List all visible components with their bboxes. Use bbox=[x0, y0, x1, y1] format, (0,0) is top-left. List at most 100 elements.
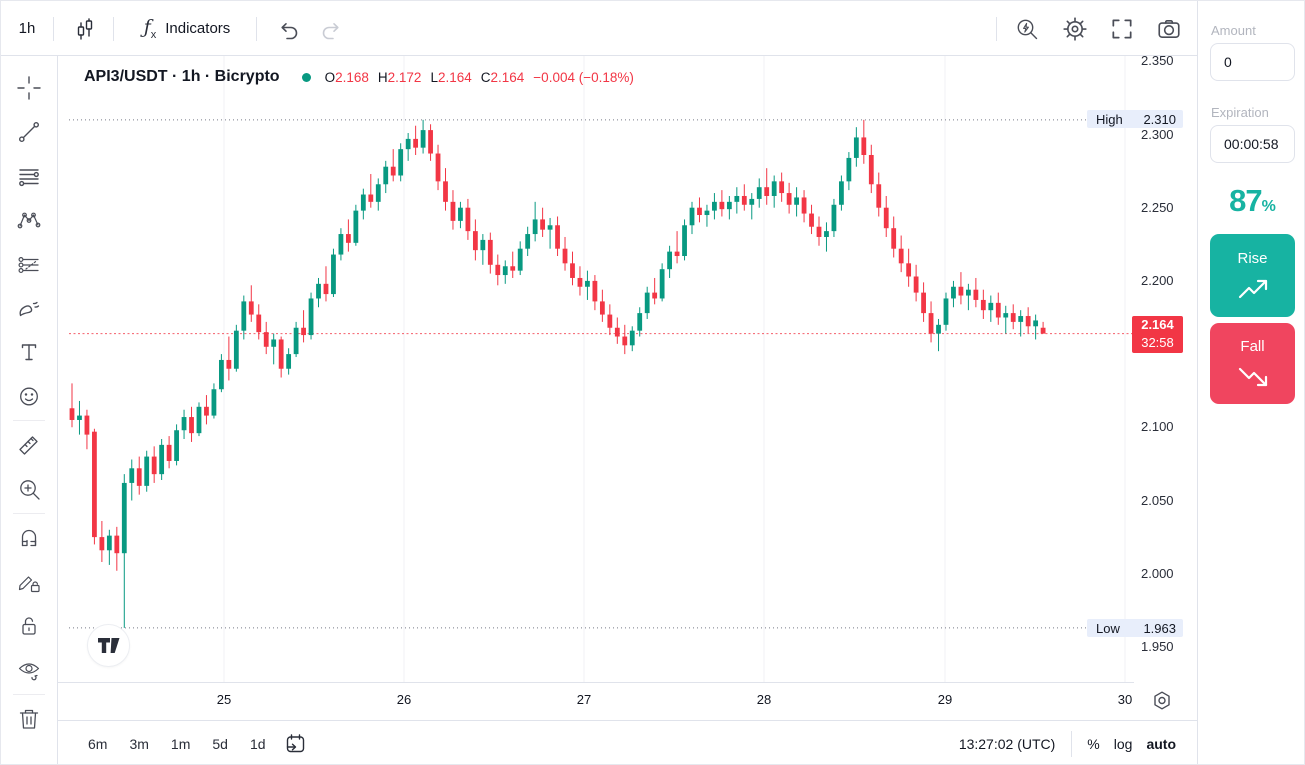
expiration-label: Expiration bbox=[1211, 105, 1269, 120]
horizontal-lines-icon bbox=[19, 169, 39, 187]
emoji-icon bbox=[20, 387, 38, 406]
candlestick-chart[interactable] bbox=[58, 56, 1134, 682]
redo-button[interactable] bbox=[315, 1, 351, 56]
lock-drawings-button[interactable] bbox=[10, 604, 48, 648]
payout-value: 87 bbox=[1229, 183, 1262, 218]
fib-retracement-tool-button[interactable] bbox=[10, 154, 48, 198]
eye-icon bbox=[18, 663, 40, 681]
range-buttons: 6m 3m 1m 5d 1d bbox=[58, 731, 274, 757]
price-tick: 2.200 bbox=[1141, 272, 1174, 288]
symbol-title[interactable]: API3/USDT · 1h · Bicrypto bbox=[84, 68, 280, 85]
emoji-tool-button[interactable] bbox=[10, 374, 48, 418]
payout-percent: 87% bbox=[1229, 183, 1276, 218]
order-panel: Amount Expiration 87% Rise Fall bbox=[1197, 1, 1304, 764]
magnet-mode-button[interactable] bbox=[10, 516, 48, 560]
clock-button[interactable]: 13:27:02 (UTC) bbox=[951, 732, 1063, 756]
range-button-1m[interactable]: 1m bbox=[163, 731, 198, 757]
text-tool-button[interactable] bbox=[10, 330, 48, 374]
price-tick: 2.100 bbox=[1141, 419, 1174, 435]
calendar-arrow-icon bbox=[286, 734, 304, 753]
time-tick: 28 bbox=[756, 692, 772, 707]
interval-label: 1h bbox=[18, 20, 36, 37]
rise-button[interactable]: Rise bbox=[1210, 234, 1295, 317]
measure-tool-button[interactable] bbox=[10, 423, 48, 467]
gear-icon bbox=[1063, 16, 1087, 41]
market-status-dot bbox=[301, 72, 311, 82]
screenshot-button[interactable] bbox=[1151, 1, 1187, 56]
amount-input[interactable] bbox=[1210, 43, 1295, 81]
price-tick: 2.000 bbox=[1141, 565, 1174, 581]
price-tick: 1.950 bbox=[1141, 638, 1174, 654]
high-price-chip: High 2.310 bbox=[1087, 110, 1183, 128]
time-tick: 30 bbox=[1117, 692, 1133, 707]
percent-scale-button[interactable]: % bbox=[1080, 732, 1106, 756]
price-tick: 2.300 bbox=[1141, 126, 1174, 142]
crosshair-tool-button[interactable] bbox=[10, 66, 48, 110]
interval-button[interactable]: 1h bbox=[9, 1, 45, 56]
bar-countdown: 32:58 bbox=[1141, 334, 1174, 350]
time-tick: 26 bbox=[396, 692, 412, 707]
toolbar-divider bbox=[13, 420, 45, 421]
bottom-toolbar-right: 13:27:02 (UTC) % log auto bbox=[951, 730, 1197, 757]
chart-region: API3/USDT · 1h · Bicrypto O2.168 H2.172 … bbox=[58, 53, 1197, 764]
undo-icon bbox=[281, 22, 298, 39]
fx-icon: ƒx bbox=[143, 16, 157, 41]
toolbar-divider bbox=[256, 17, 257, 41]
redo-icon bbox=[322, 22, 339, 39]
projection-tool-button[interactable] bbox=[10, 242, 48, 286]
remove-drawings-button[interactable] bbox=[10, 697, 48, 741]
indicators-button[interactable]: ƒx Indicators bbox=[127, 1, 247, 56]
lock-icon bbox=[22, 617, 36, 635]
trend-line-tool-button[interactable] bbox=[10, 110, 48, 154]
quick-search-button[interactable] bbox=[1009, 1, 1045, 56]
chart-legend: API3/USDT · 1h · Bicrypto O2.168 H2.172 … bbox=[84, 68, 634, 86]
xabcd-pattern-tool-button[interactable] bbox=[10, 198, 48, 242]
range-button-6m[interactable]: 6m bbox=[80, 731, 115, 757]
rise-label: Rise bbox=[1237, 249, 1268, 267]
hide-drawings-button[interactable] bbox=[10, 648, 48, 692]
time-axis[interactable]: 25 26 27 28 29 30 bbox=[58, 682, 1134, 720]
goto-date-button[interactable] bbox=[280, 730, 311, 757]
crosshair-icon bbox=[17, 76, 41, 100]
drawing-mode-lock-button[interactable] bbox=[10, 560, 48, 604]
range-button-1d[interactable]: 1d bbox=[242, 731, 274, 757]
fullscreen-button[interactable] bbox=[1104, 1, 1140, 56]
log-scale-button[interactable]: log bbox=[1107, 732, 1140, 756]
low-price-chip: Low 1.963 bbox=[1087, 619, 1183, 637]
low-value: 2.164 bbox=[437, 69, 472, 85]
toolbar-divider bbox=[13, 694, 45, 695]
tradingview-logo[interactable] bbox=[87, 624, 130, 667]
range-button-3m[interactable]: 3m bbox=[121, 731, 156, 757]
toolbar-divider bbox=[53, 17, 54, 41]
trending-up-icon bbox=[1238, 279, 1267, 298]
range-button-5d[interactable]: 5d bbox=[204, 731, 236, 757]
settings-button[interactable] bbox=[1057, 1, 1093, 56]
ohlc-values: O2.168 H2.172 L2.164 C2.164 −0.004 (−0.1… bbox=[324, 69, 634, 85]
amount-label: Amount bbox=[1211, 23, 1256, 38]
chart-style-button[interactable] bbox=[65, 1, 105, 56]
search-lightning-icon bbox=[1017, 19, 1038, 39]
toolbar-divider bbox=[996, 17, 997, 41]
fullscreen-icon bbox=[1112, 18, 1132, 39]
close-value: 2.164 bbox=[490, 69, 525, 85]
undo-button[interactable] bbox=[269, 1, 305, 56]
price-tick: 2.350 bbox=[1141, 53, 1174, 69]
trend-line-icon bbox=[19, 122, 40, 143]
top-toolbar: 1h ƒx Indicators bbox=[1, 1, 1197, 56]
brush-tool-button[interactable] bbox=[10, 286, 48, 330]
expiration-input[interactable] bbox=[1210, 125, 1295, 163]
magnet-icon bbox=[21, 529, 37, 547]
text-icon bbox=[21, 344, 37, 361]
price-tick: 2.250 bbox=[1141, 199, 1174, 215]
price-axis[interactable]: High 2.310 Low 1.963 2.164 32:58 2.350 2.30… bbox=[1087, 53, 1197, 682]
drawing-toolbar bbox=[1, 56, 58, 764]
last-price-badge: 2.164 32:58 bbox=[1132, 315, 1183, 353]
fall-button[interactable]: Fall bbox=[1210, 323, 1295, 404]
toolbar-divider bbox=[1071, 730, 1073, 757]
axis-settings-button[interactable] bbox=[1149, 688, 1175, 714]
zoom-in-tool-button[interactable] bbox=[10, 467, 48, 511]
auto-scale-button[interactable]: auto bbox=[1139, 732, 1183, 756]
trending-down-icon bbox=[1238, 367, 1267, 386]
tradingview-logo-icon bbox=[97, 638, 119, 653]
time-tick: 25 bbox=[216, 692, 232, 707]
